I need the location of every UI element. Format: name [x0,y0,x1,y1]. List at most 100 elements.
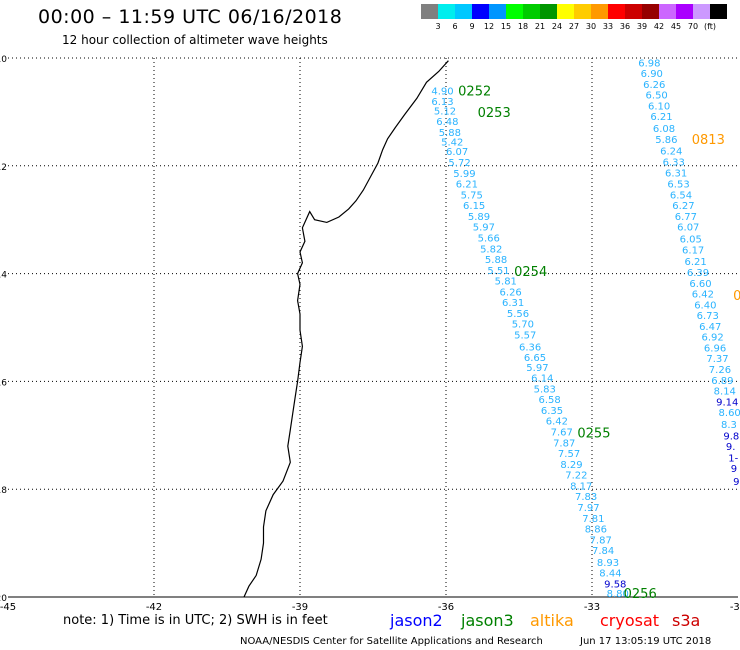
color-scale-label: 24 [551,22,563,31]
color-swatch [506,4,523,19]
wave-height-value: 6.21 [684,257,706,268]
color-scale-label: 33 [602,22,614,31]
wave-height-value: 5.75 [461,190,483,201]
wave-height-value: 6.98 [638,58,660,69]
lat-tick-label: -12 [0,163,7,173]
wave-height-value: 6.77 [675,212,697,223]
wave-height-value: 6.47 [699,322,721,333]
color-swatch [489,4,506,19]
lon-tick-label: -45 [0,602,16,613]
color-swatch [608,4,625,19]
wave-height-value: 6.39 [687,268,709,279]
wave-height-value: 9.8 [723,431,739,442]
wave-height-value: 6.58 [538,395,560,406]
color-scale-label: 6 [452,22,458,31]
wave-height-value: 9.58 [604,580,626,591]
wave-height-value: 5.88 [485,255,507,266]
wave-height-value: 5.86 [655,135,677,146]
color-swatch [574,4,591,19]
wave-height-value: 9. [726,442,736,453]
color-scale-label: 70 [687,22,699,31]
wave-height-value: 6.26 [500,287,522,298]
color-swatch [625,4,642,19]
wave-height-value: 6.07 [677,223,699,234]
wave-height-value: 6.10 [648,101,670,112]
color-scale-bar [421,4,727,19]
wave-height-value: 6.54 [670,190,692,201]
color-scale-label: 18 [517,22,529,31]
wave-height-value: 6.48 [436,117,458,128]
wave-height-value: 5.56 [507,309,529,320]
wave-height-value: 7.67 [551,428,573,439]
map-axes: -45 -42 -39 -36 -33 -30 -10 -12 -14 -16 -18 -20 [0,55,740,613]
wave-height-value: 8.29 [560,460,582,471]
wave-height-value: 5.81 [495,277,517,288]
wave-height-value: 5.97 [473,223,495,234]
color-scale-label: 3 [435,22,441,31]
wave-height-value: 6.07 [446,147,468,158]
wave-height-value: 6.31 [502,298,524,309]
color-scale-label: (ft) [703,22,717,31]
wave-height-value: 9.14 [716,397,738,408]
wave-height-value: 5.88 [439,128,461,139]
wave-height-value: 7.26 [709,365,731,376]
color-scale-label: 45 [670,22,682,31]
pass-time-label: 0813 [692,133,725,148]
color-swatch [472,4,489,19]
lon-tick-label: -42 [146,602,162,613]
wave-height-value: 6.33 [663,157,685,168]
wave-height-value: 5.12 [434,106,456,117]
wave-height-value: 6.13 [431,97,453,108]
wave-height-value: 7.87 [553,438,575,449]
wave-height-value: 7.87 [590,535,612,546]
wave-height-value: 6.96 [704,343,726,354]
wave-height-value: 6.24 [660,147,682,158]
wave-height-value: 6.60 [689,279,711,290]
wave-height-value: 5.57 [514,331,536,342]
color-swatch [659,4,676,19]
wave-height-value: 8.3 [721,420,737,431]
wave-height-value: 5.83 [534,384,556,395]
wave-height-value: 6.15 [463,201,485,212]
wave-height-value: 6.89 [711,376,733,387]
color-swatch [710,4,727,19]
color-scale-label: 39 [636,22,648,31]
color-scale-label: 27 [568,22,580,31]
wave-height-value: 5.99 [453,169,475,180]
color-swatch [523,4,540,19]
wave-height-value: 6.26 [643,80,665,91]
credit-line: NOAA/NESDIS Center for Satellite Applica… [240,636,543,647]
map-subtitle: 12 hour collection of altimeter wave hei… [62,33,328,47]
wave-height-value: 5.42 [441,138,463,149]
color-swatch [642,4,659,19]
footer-note: note: 1) Time is in UTC; 2) SWH is in fe… [63,613,328,628]
pass-time-labels: 0252 0253 0254 0255 0256 0813 08 [458,84,740,602]
wave-height-value: 8.80 [607,589,629,600]
wave-height-value: 8.93 [597,558,619,569]
generation-timestamp: Jun 17 13:05:19 UTC 2018 [580,636,712,647]
wave-height-value: 5.66 [478,233,500,244]
color-swatch [676,4,693,19]
lon-tick-label: -39 [292,602,308,613]
wave-height-value: 8.17 [570,481,592,492]
wave-height-value: 5.97 [526,363,548,374]
pass-time-label: 08 [733,289,740,304]
wave-height-value: 6.21 [456,180,478,191]
satellite-legend-jason2: jason2 [390,611,443,630]
wave-height-value: 7.57 [558,449,580,460]
wave-height-value: 9 [731,464,737,475]
color-scale-label: 15 [500,22,512,31]
wave-height-value: 7.97 [577,503,599,514]
wave-height-value: 6.31 [665,168,687,179]
wave-height-value: 6.05 [680,235,702,246]
wave-height-value: 6.42 [692,290,714,301]
pass-time-label: 0254 [514,265,547,280]
pass-time-label: 0256 [624,587,657,602]
wave-height-value: 7.84 [592,546,614,557]
wave-height-value: 6.36 [519,342,541,353]
wave-height-value: 1- [728,453,738,464]
wave-height-value: 8.14 [714,387,736,398]
wave-height-value: 6.53 [667,180,689,191]
wave-height-value: 6.27 [672,201,694,212]
wave-height-value: 5.72 [448,158,470,169]
